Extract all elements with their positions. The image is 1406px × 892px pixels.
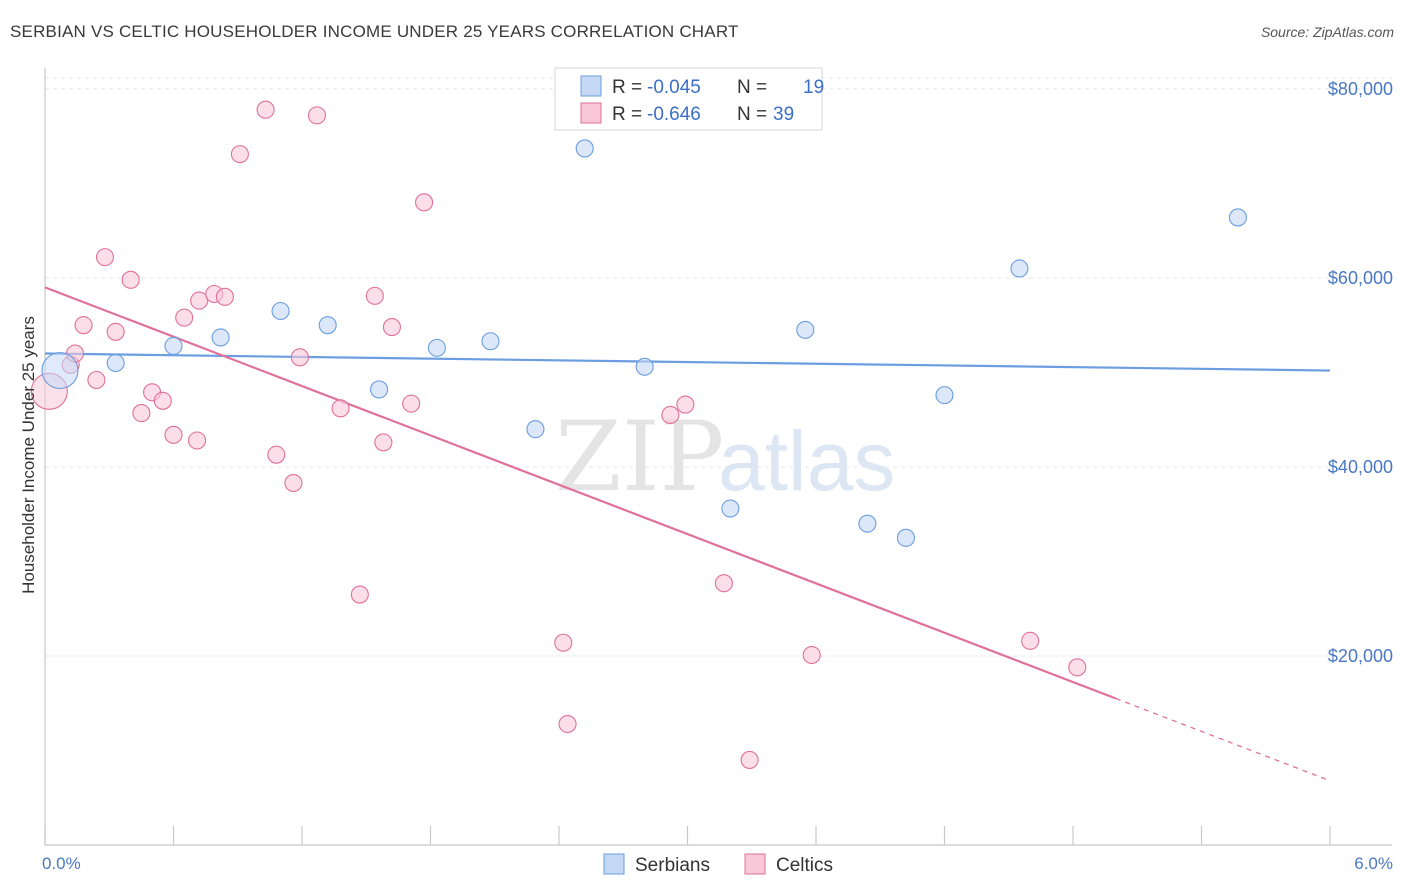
point-celtics-24 — [350, 585, 369, 604]
y-tick-label-2: $60,000 — [1328, 268, 1393, 288]
point-serbians-1 — [106, 353, 125, 373]
point-celtics-6 — [106, 322, 125, 341]
point-celtics-3 — [74, 316, 93, 335]
legend-r-value-2: -0.646 — [647, 104, 701, 125]
point-celtics-8 — [132, 404, 151, 423]
point-celtics-38 — [1068, 658, 1087, 677]
legend-swatch-celtics — [580, 102, 602, 124]
point-celtics-37 — [1021, 631, 1040, 650]
series-label-serbians: Serbians — [635, 855, 710, 876]
legend-n-label-1: N = — [737, 77, 767, 98]
point-celtics-21 — [290, 348, 309, 367]
point-celtics-18 — [256, 100, 275, 119]
point-serbians-6 — [370, 380, 389, 399]
series-swatch-serbians — [603, 853, 625, 875]
point-celtics-11 — [164, 425, 183, 444]
legend-swatch-serbians — [580, 75, 602, 97]
point-serbians-15 — [896, 528, 916, 547]
point-celtics-33 — [676, 395, 695, 414]
grid-lines — [45, 77, 1392, 657]
trend-line-celtics — [44, 286, 1117, 700]
point-serbians-18 — [1228, 208, 1247, 227]
point-celtics-25 — [365, 286, 384, 305]
legend-n-value-1: 19 — [803, 77, 824, 98]
point-serbians-10 — [575, 139, 594, 158]
point-celtics-13 — [188, 431, 207, 450]
point-celtics-16 — [215, 287, 234, 306]
point-serbians-2 — [164, 336, 183, 356]
point-celtics-23 — [331, 399, 350, 418]
point-serbians-3 — [211, 328, 230, 347]
watermark-zip: ZIP — [555, 401, 724, 513]
point-serbians-5 — [318, 316, 337, 335]
point-celtics-26 — [374, 433, 393, 452]
point-celtics-32 — [661, 405, 680, 425]
chart-title: SERBIAN VS CELTIC HOUSEHOLDER INCOME UND… — [10, 22, 739, 41]
point-serbians-11 — [635, 357, 654, 376]
point-serbians-0 — [41, 351, 79, 390]
x-tick-label-min: 0.0% — [42, 854, 81, 873]
y-tick-label-1: $40,000 — [1328, 457, 1393, 477]
legend-r-value-1: -0.045 — [647, 77, 701, 98]
legend-n-value-2: 39 — [773, 104, 794, 125]
point-serbians-14 — [858, 514, 877, 533]
watermark-atlas: atlas — [718, 414, 895, 508]
trend-lines — [44, 286, 1331, 782]
y-tick-label-0: $20,000 — [1328, 646, 1393, 666]
point-celtics-5 — [95, 248, 115, 267]
x-tick-label-max: 6.0% — [1354, 854, 1393, 873]
point-celtics-10 — [153, 391, 172, 410]
point-serbians-17 — [1010, 259, 1029, 278]
point-serbians-8 — [481, 332, 500, 351]
x-tick-labels: 0.0% 6.0% — [42, 854, 1393, 873]
point-serbians-9 — [526, 420, 545, 439]
point-serbians-7 — [427, 338, 446, 357]
axes — [44, 68, 1392, 846]
legend-n-label-2: N = — [737, 104, 767, 125]
point-celtics-7 — [121, 270, 140, 289]
y-tick-label-3: $80,000 — [1328, 79, 1393, 99]
point-serbians-13 — [796, 320, 815, 339]
legend-r-label-2: R = — [612, 104, 642, 125]
point-celtics-35 — [740, 750, 759, 769]
watermark: ZIP atlas — [555, 401, 895, 513]
point-serbians-12 — [721, 499, 740, 518]
trend-line-extension-celtics — [1115, 697, 1331, 782]
legend-r-label-1: R = — [612, 77, 642, 98]
point-celtics-29 — [415, 193, 434, 212]
correlation-legend: R = -0.045 N = 19 R = -0.646 N = 39 — [554, 67, 824, 131]
point-celtics-34 — [714, 574, 733, 593]
series-swatch-celtics — [744, 853, 766, 875]
data-points — [30, 100, 1247, 769]
point-celtics-31 — [558, 714, 577, 734]
point-celtics-14 — [190, 291, 209, 310]
y-tick-labels: $20,000 $40,000 $60,000 $80,000 — [1328, 79, 1393, 666]
point-serbians-16 — [935, 386, 954, 405]
point-celtics-20 — [284, 473, 303, 493]
point-serbians-4 — [271, 301, 290, 321]
source-credit: Source: ZipAtlas.com — [1260, 24, 1394, 40]
point-celtics-17 — [230, 145, 249, 164]
point-celtics-28 — [402, 394, 421, 413]
point-celtics-36 — [802, 645, 821, 665]
series-legend: Serbians Celtics — [603, 853, 833, 876]
point-celtics-27 — [382, 318, 402, 337]
y-axis-label: Householder Income Under 25 years — [19, 316, 38, 594]
point-celtics-22 — [307, 106, 327, 125]
point-celtics-30 — [554, 633, 573, 652]
point-celtics-19 — [267, 445, 286, 464]
point-celtics-4 — [87, 370, 106, 390]
point-celtics-12 — [175, 308, 194, 327]
trend-line-serbians — [44, 352, 1331, 372]
series-label-celtics: Celtics — [776, 855, 833, 876]
